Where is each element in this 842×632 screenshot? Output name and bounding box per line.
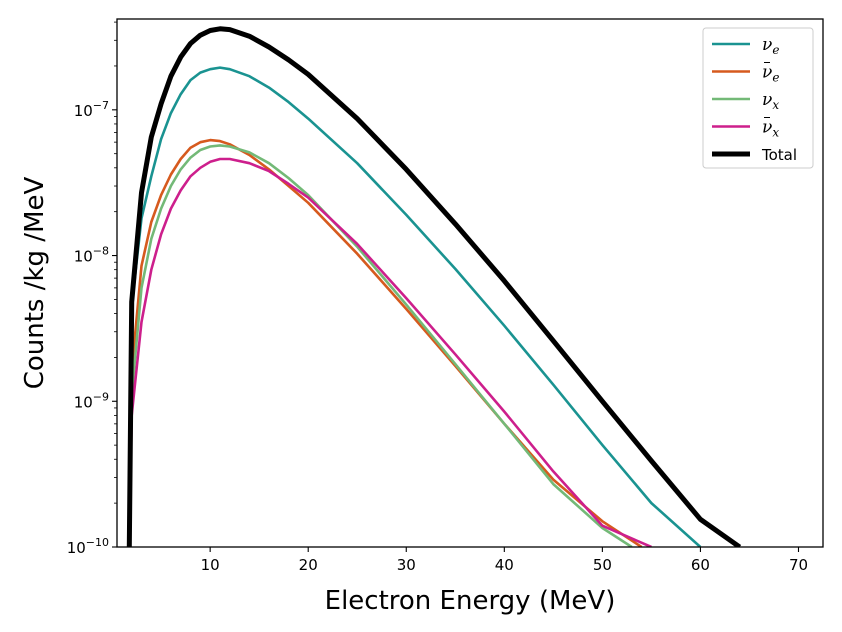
legend-symbol: ν <box>762 118 772 138</box>
y-tick-base: 10 <box>67 539 86 557</box>
y-tick-base: 10 <box>74 393 93 411</box>
series-line-nu_x_bar <box>128 157 652 547</box>
x-tick-label: 30 <box>397 556 416 574</box>
series-line-nu_x <box>128 144 633 547</box>
x-axis-label: Electron Energy (MeV) <box>325 586 616 616</box>
series-line-Total <box>126 26 742 547</box>
y-axis-label: Counts /kg /MeV <box>20 177 50 390</box>
y-tick-exponent: −9 <box>93 390 109 403</box>
legend-label-nu_e_bar: νe <box>762 63 779 85</box>
y-tick-label: 10−8 <box>74 245 109 266</box>
y-tick-exponent: −7 <box>93 99 109 112</box>
y-tick-label: 10−7 <box>74 99 109 120</box>
series-line-nu_e <box>128 66 702 547</box>
x-tick-label: 50 <box>593 556 612 574</box>
legend-label-nu_e: νe <box>762 35 779 57</box>
legend-symbol: ν <box>762 35 772 55</box>
legend-subscript: e <box>772 43 779 57</box>
y-tick-exponent: −10 <box>86 536 109 549</box>
legend-label-nu_x_bar: νx <box>762 118 779 140</box>
legend-symbol: ν <box>762 90 772 110</box>
x-tick-label: 60 <box>691 556 710 574</box>
legend-label-Total: Total <box>761 146 797 164</box>
legend-label-nu_x: νx <box>762 90 779 112</box>
y-tick-base: 10 <box>74 102 93 120</box>
legend-symbol: ν <box>762 63 772 83</box>
legend-subscript: x <box>772 98 779 112</box>
x-tick-label: 10 <box>201 556 220 574</box>
legend-subscript: e <box>772 71 779 85</box>
x-tick-label: 20 <box>299 556 318 574</box>
y-tick-exponent: −8 <box>93 245 109 258</box>
y-tick-label: 10−10 <box>67 536 109 557</box>
legend-frame <box>702 27 814 169</box>
y-tick-label: 10−9 <box>74 390 109 411</box>
y-tick-base: 10 <box>74 248 93 266</box>
x-tick-label: 70 <box>789 556 808 574</box>
x-axis: 10 20 30 40 50 60 70 <box>201 547 808 574</box>
series-layer <box>126 26 742 547</box>
x-tick-label: 40 <box>495 556 514 574</box>
legend-subscript: x <box>772 126 779 140</box>
plot-frame <box>116 18 824 548</box>
